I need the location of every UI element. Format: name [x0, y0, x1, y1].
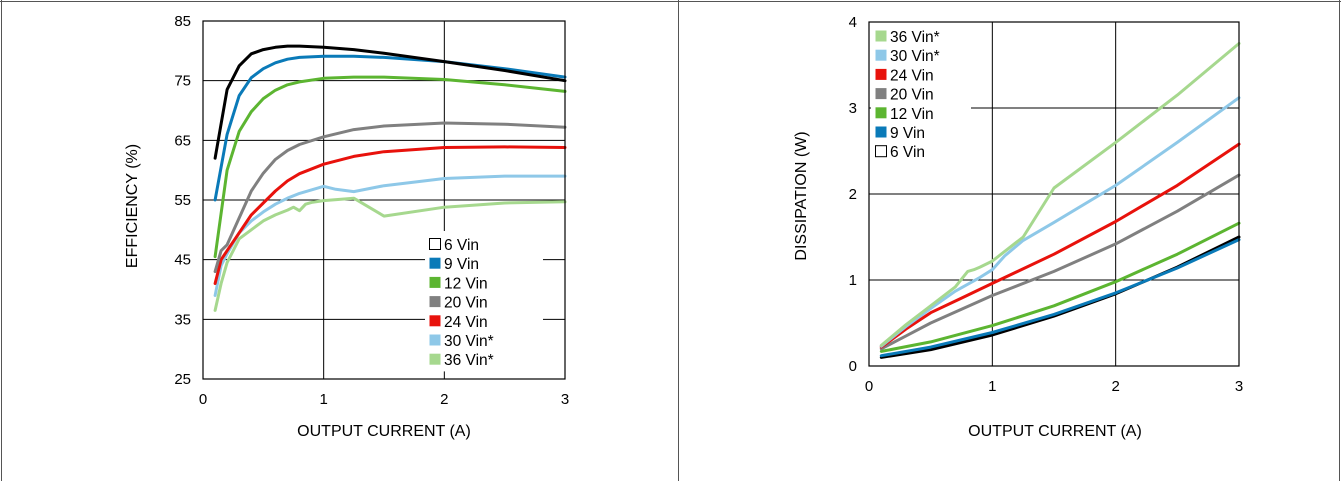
efficiency-legend: 6 Vin 9 Vin 12 Vin 20 Vin 24 Vin 30 Vin* 36 Vi… — [429, 237, 494, 369]
efficiency-legend-label-36-vin: 36 Vin* — [444, 352, 494, 369]
dissipation-legend-label-24-vin: 24 Vin — [890, 67, 934, 84]
dissipation-y-ticks: 0 1 2 3 4 — [849, 14, 857, 375]
efficiency-x-tick-label: 1 — [319, 391, 327, 408]
dissipation-line-30-vin — [879, 96, 1241, 348]
efficiency-grid — [202, 20, 566, 380]
efficiency-line-36-vin — [213, 196, 567, 312]
dissipation-x-tick-label: 0 — [865, 378, 873, 395]
dissipation-line-9-vin — [879, 238, 1241, 358]
dissipation-legend-swatch-30-vin — [875, 49, 887, 61]
dissipation-legend-swatch-24-vin — [875, 68, 887, 80]
dissipation-legend-label-9-vin: 9 Vin — [890, 125, 925, 142]
efficiency-legend-swatch-30-vin — [429, 334, 441, 346]
dissipation-legend-swatch-12-vin — [875, 107, 887, 119]
efficiency-y-axis-label: EFFICIENCY (%) — [124, 144, 141, 268]
dissipation-legend-swatch-20-vin — [875, 88, 887, 100]
dissipation-x-tick-label: 1 — [988, 378, 996, 395]
efficiency-x-tick-label: 3 — [561, 391, 569, 408]
efficiency-y-tick-label: 85 — [174, 13, 191, 30]
dissipation-plot-border — [868, 21, 1240, 367]
dissipation-line-24-vin — [879, 142, 1241, 349]
dissipation-legend-label-20-vin: 20 Vin — [890, 87, 934, 104]
efficiency-line-12-vin — [213, 75, 567, 259]
dissipation-legend-label-36-vin: 36 Vin* — [890, 29, 940, 46]
efficiency-series-lines — [213, 44, 567, 312]
dissipation-x-axis-label: OUTPUT CURRENT (A) — [968, 423, 1142, 440]
efficiency-legend-swatch-6-vin — [429, 238, 441, 250]
efficiency-legend-swatch-9-vin — [429, 257, 441, 269]
efficiency-legend-label-12-vin: 12 Vin — [444, 275, 488, 292]
dissipation-y-tick-label: 0 — [849, 358, 857, 375]
dissipation-x-tick-label: 2 — [1111, 378, 1119, 395]
dissipation-legend-swatch-36-vin — [875, 30, 887, 42]
efficiency-x-ticks: 0 1 2 3 — [199, 391, 569, 408]
efficiency-line-24-vin — [213, 145, 567, 285]
efficiency-y-tick-label: 45 — [174, 252, 191, 269]
efficiency-x-tick-label: 2 — [440, 391, 448, 408]
dissipation-x-ticks: 0 1 2 3 — [865, 378, 1243, 395]
dissipation-plot-area — [868, 21, 1240, 367]
dissipation-line-20-vin — [879, 173, 1241, 351]
efficiency-plot-border — [202, 20, 566, 380]
dissipation-line-36-vin — [879, 42, 1241, 347]
efficiency-line-6-vin — [213, 44, 567, 160]
dissipation-y-tick-label: 1 — [849, 272, 857, 289]
dissipation-chart: 36 Vin* 30 Vin* 24 Vin 20 Vin 12 Vin 9 Vin 6 V… — [793, 14, 1243, 440]
efficiency-y-tick-label: 55 — [174, 192, 191, 209]
efficiency-legend-swatch-24-vin — [429, 315, 441, 327]
efficiency-legend-swatch-36-vin — [429, 353, 441, 365]
dissipation-legend-box — [871, 23, 971, 162]
dissipation-legend-swatch-6-vin — [875, 145, 887, 158]
dissipation-y-tick-label: 3 — [849, 100, 857, 117]
dissipation-legend-label-6-vin: 6 Vin — [890, 144, 925, 161]
dissipation-line-12-vin — [879, 221, 1241, 353]
efficiency-legend-label-24-vin: 24 Vin — [444, 314, 488, 331]
efficiency-y-tick-label: 75 — [174, 73, 191, 90]
dissipation-x-tick-label: 3 — [1235, 378, 1243, 395]
efficiency-legend-label-30-vin: 30 Vin* — [444, 333, 494, 350]
dissipation-legend-background — [871, 23, 971, 162]
efficiency-plot-area — [202, 20, 566, 380]
efficiency-y-ticks: 25 35 45 55 65 75 85 — [174, 13, 191, 388]
efficiency-x-axis-label: OUTPUT CURRENT (A) — [297, 423, 471, 440]
dissipation-legend-label-12-vin: 12 Vin — [890, 106, 934, 123]
efficiency-legend-box — [425, 231, 543, 372]
efficiency-chart: 6 Vin 9 Vin 12 Vin 20 Vin 24 Vin 30 Vin* 36 Vi… — [124, 13, 569, 440]
efficiency-legend-swatch-20-vin — [429, 296, 441, 308]
dissipation-y-tick-label: 2 — [849, 186, 857, 203]
dissipation-legend-swatch-9-vin — [875, 126, 887, 138]
dissipation-y-axis-label: DISSIPATION (W) — [793, 131, 810, 260]
efficiency-y-tick-label: 65 — [174, 132, 191, 149]
efficiency-line-20-vin — [213, 121, 567, 274]
efficiency-legend-label-20-vin: 20 Vin — [444, 295, 488, 312]
efficiency-legend-label-9-vin: 9 Vin — [444, 256, 479, 273]
efficiency-y-tick-label: 35 — [174, 311, 191, 328]
efficiency-x-tick-label: 0 — [199, 391, 207, 408]
dissipation-legend-label-30-vin: 30 Vin* — [890, 48, 940, 65]
dissipation-series-lines — [879, 42, 1241, 359]
efficiency-legend-label-6-vin: 6 Vin — [444, 237, 479, 254]
dissipation-legend: 36 Vin* 30 Vin* 24 Vin 20 Vin 12 Vin 9 Vin 6 V… — [875, 29, 940, 161]
efficiency-y-tick-label: 25 — [174, 371, 191, 388]
dissipation-y-tick-label: 4 — [849, 14, 857, 31]
efficiency-legend-swatch-12-vin — [429, 276, 441, 288]
